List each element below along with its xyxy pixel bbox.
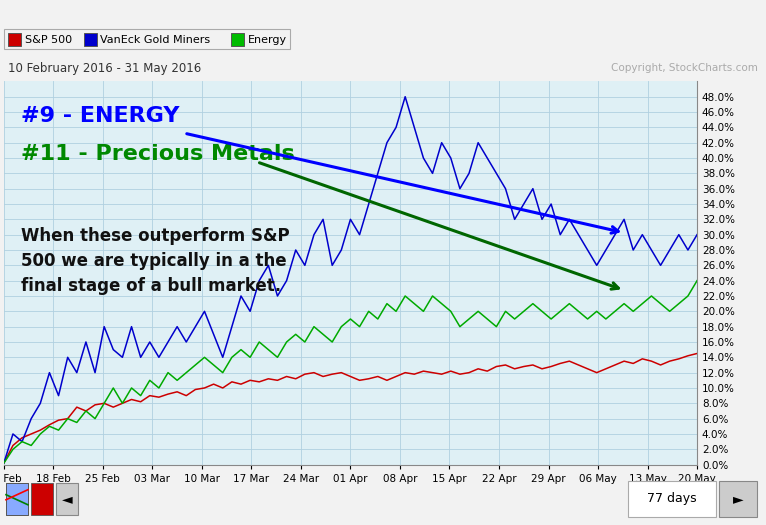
Bar [628,480,716,517]
Bar [6,482,28,515]
Bar [8,33,21,46]
Text: Energy: Energy [247,35,286,45]
Text: #11 - Precious Metals: #11 - Precious Metals [21,144,295,164]
Bar [231,33,244,46]
Text: ►: ► [733,492,743,506]
Bar [83,33,97,46]
Bar [6,482,28,515]
Bar [56,482,78,515]
Text: #9 - ENERGY: #9 - ENERGY [21,106,180,125]
Text: 10 February 2016 - 31 May 2016: 10 February 2016 - 31 May 2016 [8,62,201,75]
Text: 77 days: 77 days [647,492,697,505]
Text: S&P 500: S&P 500 [25,35,72,45]
Bar [4,29,290,49]
Text: When these outperform S&P
500 we are typically in a the
final stage of a bull ma: When these outperform S&P 500 we are typ… [21,227,290,295]
Bar [719,480,757,517]
Text: Copyright, StockCharts.com: Copyright, StockCharts.com [611,64,758,74]
Bar [31,482,53,515]
Text: ◄: ◄ [62,492,72,506]
Text: VanEck Gold Miners: VanEck Gold Miners [100,35,211,45]
